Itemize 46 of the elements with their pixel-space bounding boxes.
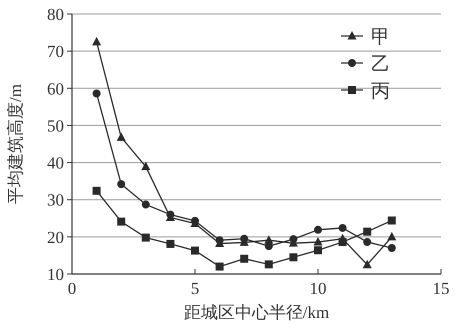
point: [141, 162, 150, 170]
y-tick-label: 30: [47, 190, 64, 210]
point: [388, 216, 396, 225]
point: [362, 260, 372, 268]
x-tick-label: 0: [68, 279, 76, 298]
point: [191, 246, 199, 255]
y-tick-label: 70: [47, 42, 64, 62]
point: [92, 36, 102, 46]
y-tick-label: 50: [47, 116, 64, 136]
legend-label: 丙: [371, 81, 390, 102]
y-tick-label: 10: [47, 265, 64, 284]
y-tick-label: 60: [47, 79, 64, 98]
point: [264, 260, 273, 268]
point: [338, 224, 347, 232]
point: [117, 180, 126, 188]
point: [216, 236, 224, 244]
legend-label: 甲: [371, 27, 390, 48]
point: [314, 246, 322, 254]
point: [289, 253, 298, 262]
point: [387, 232, 396, 240]
y-tick-label: 80: [47, 5, 64, 24]
point: [92, 89, 101, 98]
x-tick-label: 5: [190, 279, 200, 298]
point: [289, 235, 298, 244]
y-tick-label: 40: [47, 154, 64, 173]
point: [142, 234, 150, 242]
legend-label: 乙: [371, 54, 390, 75]
point: [142, 200, 150, 209]
x-tick-label: 15: [432, 279, 450, 298]
point: [314, 237, 322, 246]
point: [314, 226, 322, 234]
y-tick-label: 20: [47, 228, 64, 247]
x-axis-title: 距城区中心半径/km: [184, 303, 330, 322]
point: [338, 238, 347, 246]
x-tick-label: 10: [310, 279, 326, 298]
point: [240, 254, 248, 263]
point: [116, 132, 126, 141]
point: [166, 240, 174, 248]
point: [363, 228, 372, 236]
y-axis-title: 平均建筑高度/m: [6, 84, 25, 204]
point: [117, 218, 126, 226]
point: [388, 244, 396, 252]
point: [363, 238, 372, 246]
point: [92, 186, 101, 195]
point: [216, 262, 224, 271]
point: [240, 234, 248, 243]
